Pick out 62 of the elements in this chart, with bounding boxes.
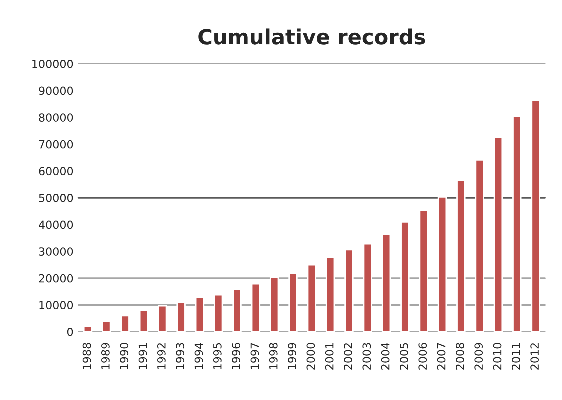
- bar: [382, 234, 392, 332]
- y-tick-label: 0: [67, 328, 74, 336]
- bar: [214, 294, 224, 332]
- x-tick-label: 1990: [120, 343, 129, 370]
- bar: [419, 210, 428, 332]
- x-tick-label: 2003: [362, 343, 372, 370]
- x-tick-label: 1996: [232, 343, 240, 370]
- bar: [120, 315, 130, 332]
- bar: [83, 326, 93, 332]
- bar: [494, 136, 504, 332]
- y-tick-label: 10000: [40, 301, 74, 310]
- y-tick-label: 60000: [39, 167, 74, 176]
- bar: [363, 243, 372, 332]
- y-tick-label: 50000: [39, 194, 74, 202]
- bar: [326, 257, 336, 332]
- x-tick-label: 2000: [306, 343, 316, 370]
- y-tick-label: 30000: [39, 248, 74, 256]
- bar: [512, 116, 522, 332]
- bar: [195, 297, 205, 332]
- x-tick-label: 1995: [213, 343, 222, 370]
- x-tick-label: 2010: [493, 343, 502, 370]
- x-tick-label: 2007: [437, 343, 446, 370]
- chart-title: Cumulative records: [198, 28, 426, 45]
- x-tick-label: 1992: [157, 344, 166, 370]
- y-tick-label: 20000: [39, 274, 74, 283]
- bar: [344, 249, 354, 332]
- x-tick-label: 1999: [288, 343, 296, 370]
- x-tick-label: 2006: [418, 343, 428, 370]
- bar: [251, 283, 261, 332]
- x-tick-label: 2002: [344, 344, 352, 370]
- x-tick-label: 2004: [381, 343, 390, 370]
- bar: [139, 310, 149, 332]
- bar: [102, 320, 112, 332]
- x-tick-label: 2008: [456, 343, 464, 370]
- y-tick-label: 70000: [39, 140, 74, 149]
- x-tick-label: 1989: [101, 343, 110, 370]
- bar: [307, 264, 317, 332]
- x-tick-label: 2012: [530, 344, 540, 370]
- x-tick-label: 1991: [138, 343, 148, 370]
- x-tick-label: 1988: [82, 343, 92, 370]
- x-tick-label: 1997: [250, 343, 260, 370]
- x-tick-label: 1994: [194, 343, 204, 370]
- bar: [400, 221, 410, 332]
- bar: [438, 196, 448, 332]
- x-tick-label: 1993: [176, 343, 185, 370]
- y-tick-label: 80000: [39, 114, 74, 122]
- bar: [288, 272, 298, 332]
- x-tick-label: 1998: [269, 343, 278, 370]
- x-tick-label: 2005: [400, 343, 408, 370]
- bar: [270, 276, 280, 332]
- x-tick-label: 2011: [512, 343, 520, 370]
- bar: [158, 305, 168, 332]
- bar: [475, 160, 484, 332]
- x-tick-label: 2009: [474, 343, 484, 370]
- x-tick-label: 2001: [325, 343, 334, 370]
- y-tick-label: 100000: [32, 60, 74, 68]
- bar: [531, 100, 540, 332]
- bar: [232, 288, 242, 332]
- bar: [176, 302, 186, 332]
- y-tick-label: 90000: [39, 86, 74, 96]
- y-tick-label: 40000: [39, 220, 74, 230]
- bar: [456, 180, 466, 332]
